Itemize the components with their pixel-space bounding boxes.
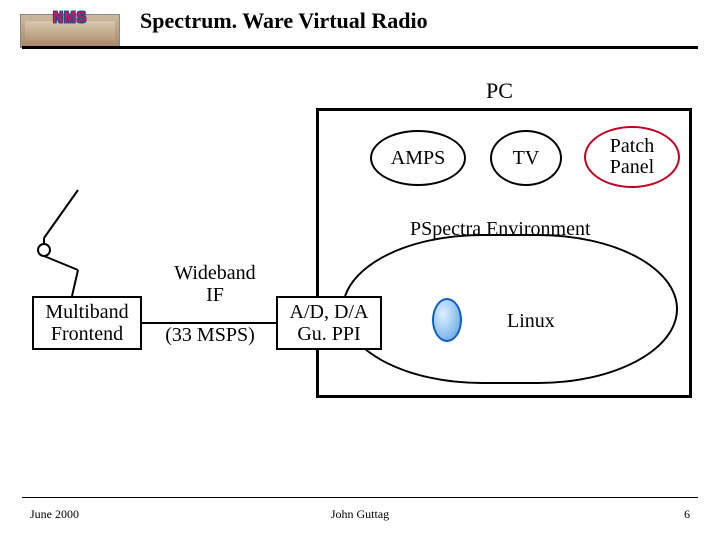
multiband-frontend-box: Multiband Frontend [32, 296, 142, 350]
pc-label: PC [486, 78, 526, 104]
patch-panel-node: Patch Panel [584, 126, 680, 188]
linux-label: Linux [507, 310, 577, 334]
sample-rate-label: (33 MSPS) [150, 324, 270, 348]
tv-node: TV [490, 130, 562, 186]
rule-bottom [22, 497, 698, 498]
nms-logo: NMS [20, 14, 120, 48]
pspectra-env-ellipse [342, 234, 678, 384]
footer-page: 6 [684, 507, 690, 522]
ad-da-box: A/D, D/A Gu. PPI [276, 296, 382, 350]
page-title: Spectrum. Ware Virtual Radio [140, 8, 428, 34]
patch-panel-label: Patch Panel [610, 136, 654, 178]
tv-label: TV [513, 148, 540, 169]
pspectra-core-node [432, 298, 462, 342]
amps-label: AMPS [391, 148, 445, 169]
amps-node: AMPS [370, 130, 466, 186]
footer-author: John Guttag [0, 507, 720, 522]
nms-logo-text: NMS [21, 8, 119, 26]
rule-top [22, 46, 698, 49]
wideband-if-label: Wideband IF [160, 262, 270, 310]
pspectra-env-label: PSpectra Environment [410, 218, 660, 242]
